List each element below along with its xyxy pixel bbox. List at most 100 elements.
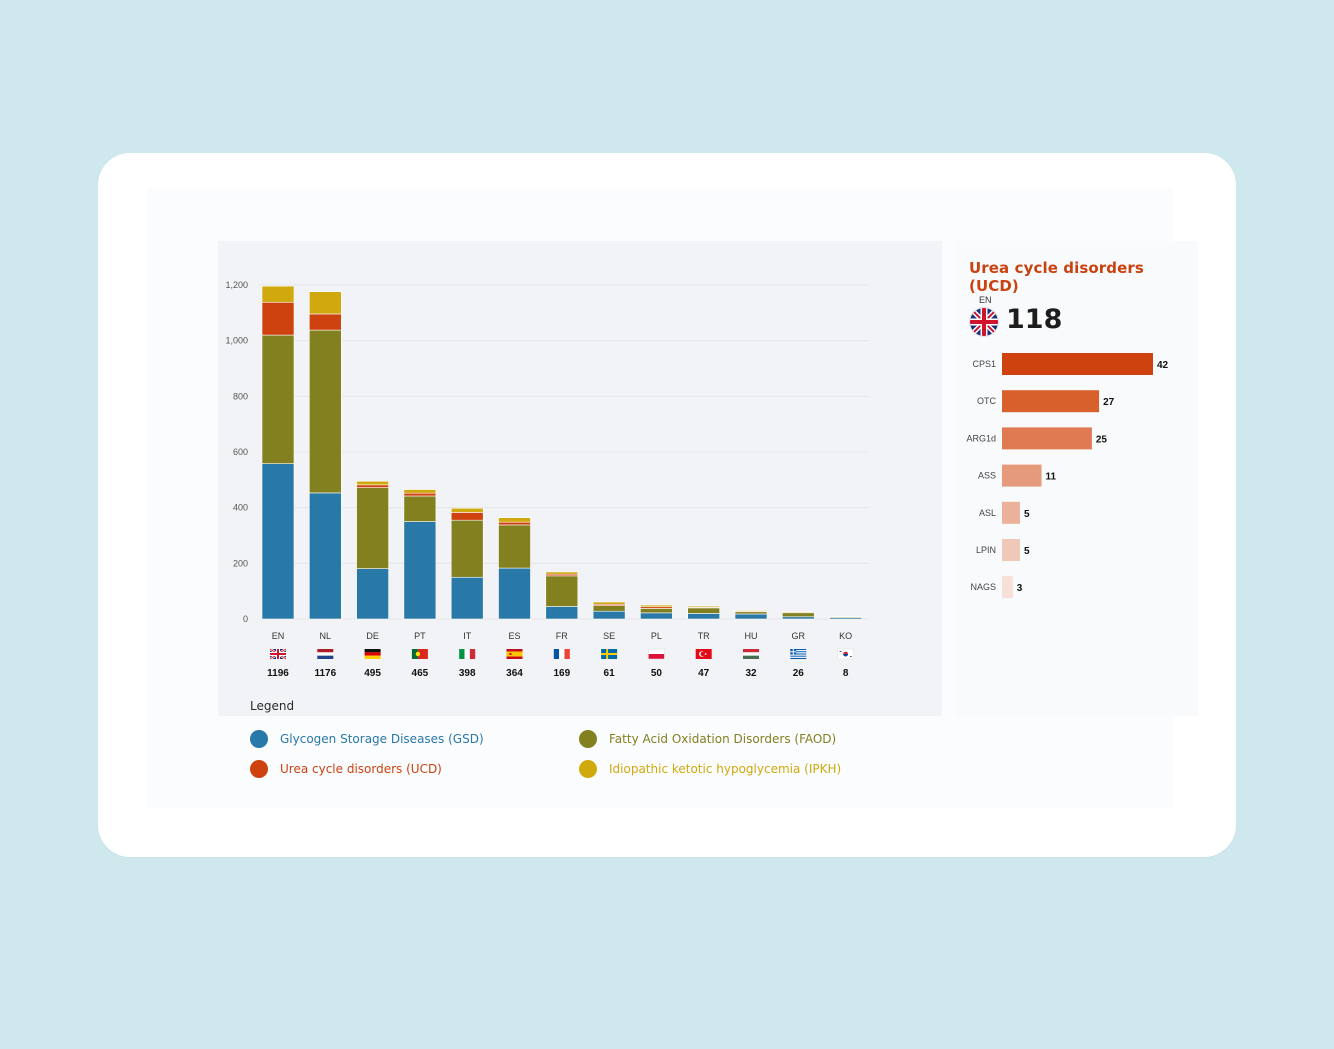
- italy-flag-icon: [459, 649, 476, 659]
- gene-value: 5: [1024, 546, 1030, 557]
- bar-segment: [734, 611, 768, 615]
- bar-segment: [498, 517, 531, 523]
- sweden-flag-icon: [601, 649, 618, 659]
- bar-segment: [403, 521, 437, 620]
- legend-item-faod[interactable]: Fatty Acid Oxidation Disorders (FAOD): [579, 730, 836, 748]
- country-chart-panel: 0 200 400 600 800 1,000 1,200 EN 1196 NL 1176 DE 495…: [218, 241, 942, 716]
- gene-label: OTC: [977, 396, 996, 406]
- bar-segment: [640, 608, 673, 614]
- bar-segment: [592, 601, 626, 605]
- gene-bar: [1002, 390, 1100, 413]
- bar-segment: [356, 487, 389, 569]
- x-tick-label: PT: [414, 631, 426, 641]
- bar-segment: [403, 492, 437, 497]
- y-tick-label: 600: [233, 447, 248, 457]
- bar-segment: [687, 605, 721, 608]
- gene-value: 3: [1017, 583, 1023, 594]
- portugal-flag-icon: [411, 649, 428, 659]
- detail-total: 118: [1006, 304, 1063, 335]
- legend-title: Legend: [250, 699, 295, 713]
- bar-segment: [687, 613, 721, 620]
- poland-flag-icon: [648, 648, 665, 660]
- y-tick-label: 400: [233, 503, 248, 513]
- x-tick-label: EN: [272, 631, 285, 641]
- bar-segment: [545, 571, 579, 575]
- gene-bar: [1002, 539, 1020, 561]
- bar-segment: [356, 484, 389, 488]
- dashboard-card: 0 200 400 600 800 1,000 1,200 EN 1196 NL 1176 DE 495…: [98, 153, 1236, 857]
- germany-flag-icon: [364, 649, 381, 659]
- greece-flag-icon: [790, 649, 807, 660]
- bar-total-label: 8: [843, 668, 849, 679]
- bar-segment: [781, 611, 815, 613]
- legend-item-ucd[interactable]: Urea cycle disorders (UCD): [250, 760, 442, 778]
- hungary-flag-icon: [743, 649, 759, 659]
- bar-stack-nl: [309, 291, 342, 620]
- bar-total-label: 50: [651, 668, 663, 679]
- legend-dot-faod: [579, 730, 597, 748]
- bar-segment: [781, 616, 815, 620]
- detail-panel: Urea cycle disorders (UCD) EN 118 CPS1 42…: [955, 241, 1198, 716]
- gene-bar: [1002, 427, 1092, 450]
- bar-segment: [829, 616, 862, 618]
- bar-stack-se: [592, 601, 626, 620]
- legend-dot-gsd: [250, 730, 268, 748]
- bar-segment: [687, 607, 721, 614]
- y-tick-label: 1,000: [225, 336, 248, 346]
- bar-segment: [450, 576, 484, 620]
- bar-segment: [309, 313, 342, 331]
- uk-flag-icon: [269, 647, 287, 661]
- bar-segment: [592, 610, 626, 620]
- bar-stack-es: [498, 517, 531, 620]
- y-tick-label: 200: [233, 558, 248, 568]
- bar-segment: [640, 612, 673, 620]
- y-tick-label: 1,200: [225, 280, 248, 290]
- gene-bar: [1002, 353, 1153, 375]
- netherlands-flag-icon: [317, 649, 334, 659]
- gene-label: NAGS: [970, 582, 996, 592]
- bar-segment: [450, 507, 484, 513]
- legend-dot-ipkh: [579, 760, 597, 778]
- gene-value: 27: [1103, 397, 1115, 408]
- legend-label-gsd: Glycogen Storage Diseases (GSD): [280, 732, 484, 746]
- bar-total-label: 47: [698, 668, 710, 679]
- legend-label-faod: Fatty Acid Oxidation Disorders (FAOD): [609, 732, 837, 746]
- france-flag-icon: [553, 649, 570, 659]
- bars: [261, 285, 862, 620]
- bar-segment: [545, 575, 579, 607]
- korea-flag-icon: [837, 648, 854, 660]
- bar-stack-it: [450, 507, 484, 620]
- bar-segment: [450, 512, 484, 521]
- y-tick-label: 800: [233, 391, 248, 401]
- bar-stack-tr: [687, 605, 721, 620]
- bar-stack-pt: [403, 489, 437, 620]
- legend-item-gsd[interactable]: Glycogen Storage Diseases (GSD): [250, 730, 484, 748]
- gene-label: LPIN: [976, 545, 996, 555]
- bar-stack-de: [356, 480, 389, 620]
- content-area: 0 200 400 600 800 1,000 1,200 EN 1196 NL 1176 DE 495…: [146, 188, 1198, 808]
- uk-flag-icon: [970, 308, 998, 336]
- x-tick-label: DE: [366, 631, 379, 641]
- y-gridlines: [260, 284, 869, 620]
- bar-segment: [498, 567, 531, 620]
- bar-segment: [261, 301, 295, 336]
- bar-segment: [734, 613, 768, 620]
- x-tick-label: NL: [320, 631, 332, 641]
- gene-bar: [1002, 576, 1013, 599]
- bar-total-label: 1196: [267, 668, 289, 679]
- legend-dot-ucd: [250, 760, 268, 778]
- y-tick-label: 0: [243, 614, 248, 624]
- bar-segment: [592, 605, 626, 612]
- bar-total-label: 26: [793, 668, 805, 679]
- spain-flag-icon: [506, 649, 523, 659]
- bar-total-label: 465: [412, 668, 429, 679]
- bar-total-label: 495: [364, 668, 381, 679]
- bar-segment: [356, 568, 389, 620]
- stacked-bar-chart: 0 200 400 600 800 1,000 1,200 EN 1196 NL 1176 DE 495…: [225, 280, 869, 679]
- legend-item-ipkh[interactable]: Idiopathic ketotic hypoglycemia (IPKH): [579, 760, 841, 778]
- gene-value: 11: [1046, 472, 1057, 483]
- bar-segment: [734, 609, 768, 612]
- bar-stack-pl: [640, 604, 673, 620]
- x-tick-label: TR: [698, 631, 710, 641]
- x-tick-label: IT: [463, 631, 472, 641]
